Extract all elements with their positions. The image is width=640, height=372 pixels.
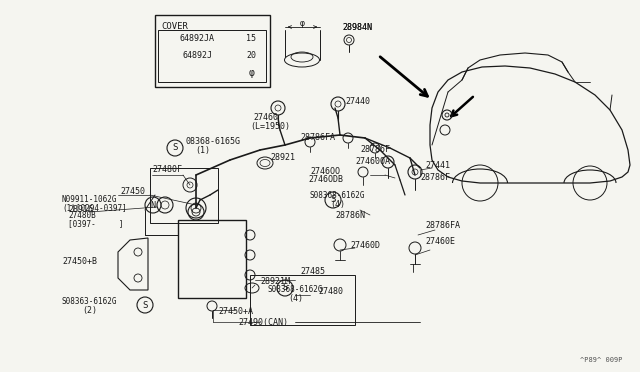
Text: 27485: 27485 (300, 267, 325, 276)
Text: φ: φ (300, 19, 305, 28)
Text: 28786N: 28786N (335, 211, 365, 219)
Text: 27480B: 27480B (68, 212, 96, 221)
Text: [0397-     ]: [0397- ] (68, 219, 124, 228)
Text: S08368-6162G: S08368-6162G (268, 285, 323, 295)
Text: S: S (282, 283, 288, 292)
Bar (250, 275, 355, 325)
Text: 28916: 28916 (68, 205, 93, 215)
Text: S08363-6162G: S08363-6162G (62, 298, 118, 307)
Text: 27480: 27480 (318, 288, 343, 296)
Text: ^P89^ 009P: ^P89^ 009P (580, 357, 623, 363)
Text: 27450: 27450 (120, 187, 145, 196)
Text: 28786FA: 28786FA (425, 221, 460, 230)
Text: 27480F: 27480F (152, 166, 182, 174)
Text: 27460: 27460 (253, 113, 278, 122)
Text: 27460OA: 27460OA (355, 157, 390, 167)
Text: 28786F: 28786F (360, 145, 390, 154)
Text: 28984N: 28984N (342, 23, 372, 32)
Text: S: S (330, 196, 336, 205)
Text: 27450+B: 27450+B (62, 257, 97, 266)
Text: N09911-1062G: N09911-1062G (62, 196, 118, 205)
Text: φ: φ (248, 68, 254, 78)
Text: S: S (142, 301, 148, 310)
Text: 20: 20 (246, 51, 257, 61)
Text: S08368-6162G: S08368-6162G (310, 190, 365, 199)
Text: 27441: 27441 (425, 160, 450, 170)
Text: 27490(CAN): 27490(CAN) (238, 317, 288, 327)
Text: 28786F: 28786F (420, 173, 450, 183)
Text: (1)[0294-0397]: (1)[0294-0397] (62, 203, 127, 212)
Text: 64892J: 64892J (182, 51, 212, 61)
Text: 28984N: 28984N (342, 23, 372, 32)
Text: (1): (1) (195, 145, 210, 154)
Text: (4): (4) (330, 201, 345, 209)
Text: 28921: 28921 (270, 154, 295, 163)
Bar (178, 220, 246, 298)
Text: N: N (150, 201, 156, 209)
Text: S: S (172, 144, 178, 153)
Text: 27450+A: 27450+A (218, 308, 253, 317)
Text: COVER: COVER (161, 22, 188, 31)
Bar (158, 30, 266, 82)
Text: (2): (2) (82, 305, 97, 314)
Text: 08368-6165G: 08368-6165G (185, 138, 240, 147)
Ellipse shape (285, 53, 319, 67)
Text: 2746ODB: 2746ODB (308, 176, 343, 185)
Text: 28921M: 28921M (260, 278, 290, 286)
Text: 27460D: 27460D (350, 241, 380, 250)
Text: 2746OO: 2746OO (310, 167, 340, 176)
Text: 15: 15 (246, 34, 257, 43)
Text: 64892JA: 64892JA (180, 34, 215, 43)
Bar (155, 15, 270, 87)
Text: (4): (4) (288, 294, 303, 302)
Text: 27460E: 27460E (425, 237, 455, 247)
Text: (L=1950): (L=1950) (250, 122, 290, 131)
Text: 28786FA: 28786FA (300, 134, 335, 142)
Text: 27440: 27440 (345, 97, 370, 106)
Bar (150, 168, 218, 223)
